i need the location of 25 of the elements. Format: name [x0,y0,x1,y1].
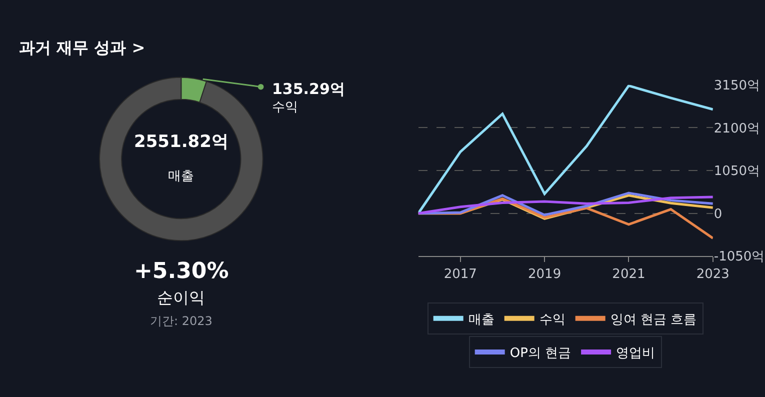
y-tick-label: 1050억 [714,164,760,180]
legend-label: 수익 [539,312,566,328]
data-label: 135.29억 [272,80,345,98]
legend-label: OP의 현금 [510,346,572,362]
x-tick-label: 2023 [696,266,730,282]
x-tick-label: 2019 [528,266,562,282]
line-series [418,196,713,215]
text: 순이익 [157,288,205,307]
y-tick-label: 0 [714,206,722,222]
legend-label: 영업비 [616,346,656,362]
slice-label: 매출 [168,169,194,184]
x-tick-label: 2017 [444,266,477,282]
text: +5.30% [134,259,229,284]
legend-label: 매출 [468,312,494,328]
chart-title: 과거 재무 성과 > [19,38,146,57]
legend-label: 잉여 현금 흐름 [610,312,697,328]
y-tick-label: 3150억 [714,78,760,94]
line-series [418,84,713,215]
legend-label: 수익 [272,100,298,115]
text: 기간: 2023 [150,314,212,328]
x-tick-label: 2021 [612,266,646,282]
y-tick-label: 2100억 [714,121,760,136]
donut-slice [99,76,264,242]
y-tick-label: -1050억 [714,250,765,265]
data-label: 2551.82억 [134,132,228,152]
